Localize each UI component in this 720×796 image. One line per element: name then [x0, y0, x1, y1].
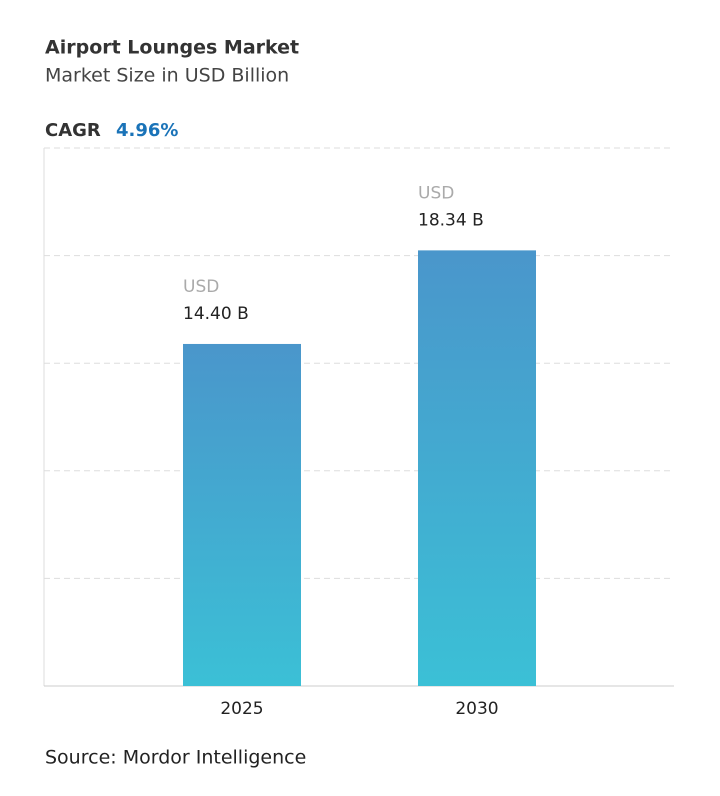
value-unit: USD	[418, 183, 454, 203]
bar	[183, 343, 301, 686]
x-tick-label: 2030	[455, 699, 498, 719]
value-unit: USD	[183, 277, 219, 297]
cagr-label: CAGR	[45, 120, 101, 141]
x-tick-label: 2025	[220, 699, 263, 719]
value-label: 18.34 B	[418, 210, 484, 230]
source: Source: Mordor Intelligence	[45, 747, 306, 769]
bar	[418, 250, 536, 686]
chart-subtitle: Market Size in USD Billion	[45, 65, 289, 87]
chart-title: Airport Lounges Market	[45, 37, 299, 59]
cagr-value: 4.96%	[116, 120, 178, 141]
value-label: 14.40 B	[183, 304, 249, 324]
